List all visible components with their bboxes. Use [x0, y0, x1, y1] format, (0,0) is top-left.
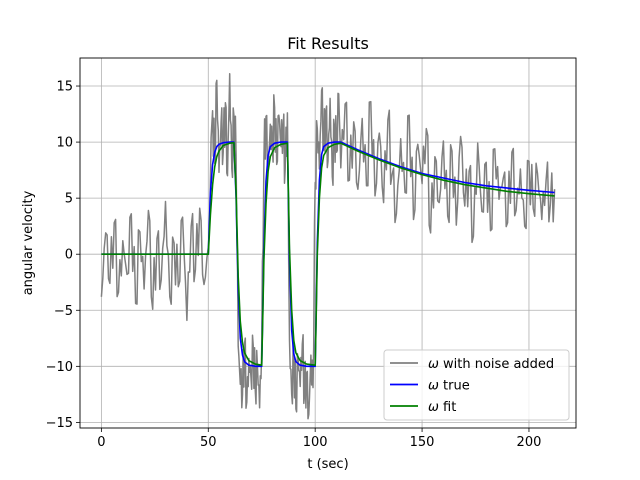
x-tick-label: 100 — [303, 435, 328, 450]
y-tick-label: −15 — [46, 416, 73, 431]
legend: ω with noise added ω true ω fit — [383, 349, 570, 421]
series-layer — [100, 72, 556, 420]
x-axis-label: t (sec) — [307, 457, 348, 472]
x-tick-label: 200 — [517, 435, 542, 450]
y-tick-label: −5 — [54, 304, 73, 319]
y-tick-label: 10 — [56, 136, 73, 151]
series-line-2 — [101, 141, 555, 366]
y-tick-label: 0 — [65, 248, 73, 263]
y-axis-label: angular velocity — [21, 190, 36, 295]
axes-layer: 0 50 100 150 200 −15 −10 −5 0 5 10 15 — [46, 57, 577, 450]
legend-label-0: ω with noise added — [428, 357, 554, 372]
axes-frame — [79, 57, 577, 429]
legend-label-1: ω true — [428, 379, 470, 394]
series-line-0 — [100, 72, 556, 420]
y-tick-label: 15 — [56, 80, 73, 95]
y-tick-label: −10 — [46, 360, 73, 375]
x-tick-label: 150 — [410, 435, 435, 450]
x-tick-label: 50 — [200, 435, 217, 450]
chart-title: Fit Results — [287, 34, 369, 53]
plot-area — [100, 72, 556, 420]
legend-label-2: ω fit — [428, 400, 456, 415]
x-tick-label: 0 — [97, 435, 105, 450]
y-tick-label: 5 — [65, 192, 73, 207]
legend-box — [383, 349, 570, 421]
